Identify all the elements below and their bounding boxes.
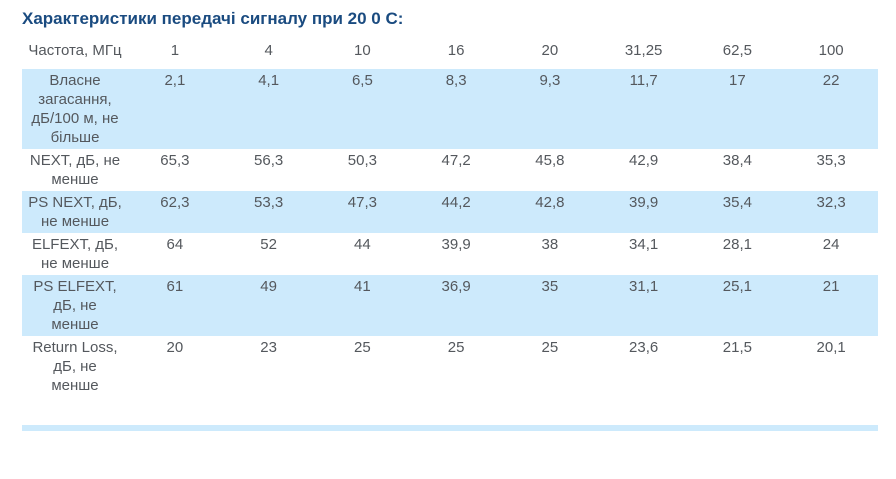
cell: 62,3 bbox=[128, 191, 222, 233]
table-row-next: NEXT, дБ, не менше 65,3 56,3 50,3 47,2 4… bbox=[22, 149, 878, 191]
table-row-return-loss: Return Loss, дБ, не менше 20 23 25 25 25… bbox=[22, 336, 878, 425]
column-header: 62,5 bbox=[722, 42, 752, 59]
row-label: Return Loss, дБ, не менше bbox=[32, 339, 118, 394]
column-header: 1 bbox=[170, 42, 180, 59]
table-row-ps-elfext: PS ELFEXT, дБ, не менше 61 49 41 36,9 35… bbox=[22, 275, 878, 336]
cell: 39,9 bbox=[596, 191, 691, 233]
cell: 44,2 bbox=[409, 191, 503, 233]
cell: 42,9 bbox=[629, 152, 659, 169]
cell: 8,3 bbox=[409, 69, 503, 149]
cell: 35,4 bbox=[690, 191, 785, 233]
cell: 20 bbox=[166, 339, 184, 356]
cell: 24 bbox=[822, 236, 840, 253]
column-header: 10 bbox=[354, 42, 371, 59]
cell: 25 bbox=[541, 339, 559, 356]
cell: 21 bbox=[784, 275, 878, 336]
next-row-stripe-partial bbox=[22, 425, 878, 431]
cell: 23,6 bbox=[629, 339, 659, 356]
cell: 9,3 bbox=[503, 69, 597, 149]
column-header-frequency: Частота, МГц bbox=[28, 42, 122, 59]
cell: 50,3 bbox=[347, 152, 377, 169]
cell: 34,1 bbox=[629, 236, 659, 253]
cell: 64 bbox=[166, 236, 184, 253]
column-header: 31,25 bbox=[624, 42, 663, 59]
cell: 61 bbox=[128, 275, 222, 336]
cell: 6,5 bbox=[315, 69, 410, 149]
cell: 4,1 bbox=[221, 69, 316, 149]
cell: 28,1 bbox=[722, 236, 752, 253]
cell: 39,9 bbox=[441, 236, 471, 253]
cell: 25,1 bbox=[690, 275, 785, 336]
cell: 56,3 bbox=[254, 152, 284, 169]
column-header: 16 bbox=[447, 42, 465, 59]
row-label: Власне загасання, дБ/100 м, не більше bbox=[22, 69, 128, 149]
page: Характеристики передачі сигналу при 20 0… bbox=[22, 9, 878, 431]
cell: 65,3 bbox=[160, 152, 190, 169]
signal-characteristics-table: Частота, МГц 1 4 10 16 20 31,25 62,5 100… bbox=[22, 38, 878, 425]
row-label: PS ELFEXT, дБ, не менше bbox=[22, 275, 128, 336]
cell: 35,3 bbox=[816, 152, 846, 169]
cell: 20,1 bbox=[816, 339, 846, 356]
table-row-elfext: ELFEXT, дБ, не менше 64 52 44 39,9 38 34… bbox=[22, 233, 878, 275]
cell: 52 bbox=[260, 236, 277, 253]
cell: 31,1 bbox=[596, 275, 691, 336]
cell: 22 bbox=[784, 69, 878, 149]
cell: 41 bbox=[315, 275, 410, 336]
cell: 35 bbox=[503, 275, 597, 336]
row-label: PS NEXT, дБ, не менше bbox=[22, 191, 128, 233]
row-label: NEXT, дБ, не менше bbox=[29, 152, 121, 188]
cell: 38 bbox=[541, 236, 559, 253]
cell: 21,5 bbox=[722, 339, 752, 356]
cell: 2,1 bbox=[128, 69, 222, 149]
cell: 25 bbox=[354, 339, 371, 356]
row-label: ELFEXT, дБ, не менше bbox=[31, 236, 119, 272]
cell: 36,9 bbox=[409, 275, 503, 336]
table-row-ps-next: PS NEXT, дБ, не менше 62,3 53,3 47,3 44,… bbox=[22, 191, 878, 233]
cell: 32,3 bbox=[784, 191, 878, 233]
column-header: 100 bbox=[818, 42, 844, 59]
cell: 38,4 bbox=[722, 152, 752, 169]
table-row-attenuation: Власне загасання, дБ/100 м, не більше 2,… bbox=[22, 69, 878, 149]
cell: 23 bbox=[260, 339, 277, 356]
cell: 42,8 bbox=[503, 191, 597, 233]
column-header: 4 bbox=[264, 42, 273, 59]
cell: 11,7 bbox=[596, 69, 691, 149]
column-header: 20 bbox=[541, 42, 559, 59]
cell: 17 bbox=[690, 69, 785, 149]
cell: 44 bbox=[354, 236, 371, 253]
cell: 25 bbox=[447, 339, 465, 356]
cell: 47,3 bbox=[315, 191, 410, 233]
cell: 49 bbox=[221, 275, 316, 336]
page-title: Характеристики передачі сигналу при 20 0… bbox=[22, 9, 404, 28]
cell: 45,8 bbox=[535, 152, 565, 169]
cell: 47,2 bbox=[441, 152, 471, 169]
header-row: Частота, МГц 1 4 10 16 20 31,25 62,5 100 bbox=[22, 38, 878, 69]
cell: 53,3 bbox=[221, 191, 316, 233]
